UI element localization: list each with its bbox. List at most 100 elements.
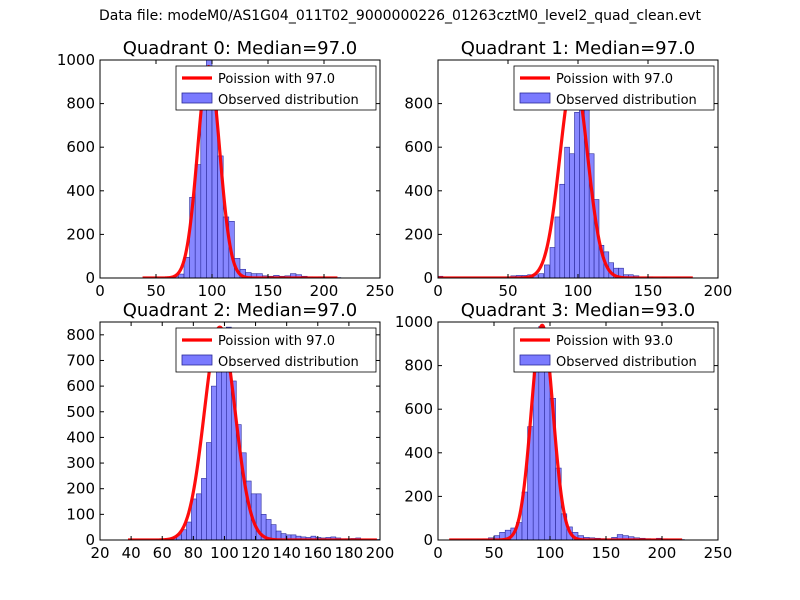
histogram-bar	[574, 112, 580, 278]
poisson-fit-line	[448, 323, 684, 540]
x-tick-label: 200	[310, 282, 339, 300]
histogram-bar	[196, 493, 202, 540]
legend-bar-swatch	[181, 354, 213, 366]
y-tick-label: 0	[423, 531, 433, 549]
x-tick-label: 50	[484, 544, 503, 562]
x-tick-label: 100	[198, 282, 227, 300]
y-tick-label: 500	[66, 403, 95, 421]
poisson-fit-line	[141, 64, 339, 278]
histogram-bar	[549, 247, 556, 278]
y-tick-label: 1000	[395, 313, 433, 331]
histogram-bar	[583, 85, 590, 278]
y-tick-label: 200	[404, 225, 433, 243]
legend: Poission with 97.0 Observed distribution	[175, 65, 377, 111]
legend-label-fit: Poission with 97.0	[218, 334, 335, 349]
y-tick-label: 600	[404, 138, 433, 156]
histogram-bar	[559, 183, 565, 278]
y-tick-label: 400	[404, 444, 433, 462]
y-tick-label: 200	[404, 487, 433, 505]
y-tick-label: 800	[404, 357, 433, 375]
x-tick-label: 120	[241, 544, 270, 562]
x-tick-label: 40	[122, 544, 141, 562]
subplot-title: Quadrant 0: Median=97.0	[123, 38, 358, 59]
histogram-bar	[618, 267, 624, 278]
y-tick-label: 300	[66, 454, 95, 472]
x-tick-label: 200	[648, 544, 677, 562]
plot-area	[141, 60, 342, 278]
subplot-title: Quadrant 1: Median=97.0	[461, 38, 696, 59]
histogram-bar	[564, 146, 570, 278]
x-tick-label: 80	[184, 544, 203, 562]
legend: Poission with 97.0 Observed distribution	[175, 327, 377, 373]
y-tick-label: 200	[66, 480, 95, 498]
subplot-title: Quadrant 3: Median=93.0	[461, 300, 696, 321]
legend-bar-swatch	[519, 354, 551, 366]
x-tick-label: 250	[704, 544, 733, 562]
x-tick-label: 20	[90, 544, 109, 562]
y-tick-label: 0	[85, 269, 95, 287]
x-tick-label: 150	[634, 282, 663, 300]
axes-frame	[99, 321, 381, 541]
y-tick-label: 800	[404, 95, 433, 113]
subplot-2: 20 40 60 80 100 120 140 160 180 20001002003004005…	[66, 300, 394, 562]
x-tick-label: 200	[704, 282, 733, 300]
histogram-bar	[206, 442, 212, 540]
plot-area	[448, 323, 685, 540]
legend-label-fit: Poission with 97.0	[556, 72, 673, 87]
histogram-bar	[178, 273, 185, 278]
histogram-bar	[201, 478, 207, 540]
axes-frame	[99, 59, 381, 279]
y-tick-label: 600	[66, 138, 95, 156]
x-tick-label: 0	[95, 282, 105, 300]
subplot-3: 0 50 100 150 200 250 0 200 400 600 800 1000 Quadrant…	[395, 300, 733, 562]
x-tick-label: 0	[433, 544, 443, 562]
x-tick-label: 50	[146, 282, 165, 300]
y-tick-label: 200	[66, 225, 95, 243]
legend-bar-swatch	[519, 92, 551, 104]
y-tick-label: 600	[404, 400, 433, 418]
y-tick-label: 400	[404, 182, 433, 200]
poisson-fit-line	[127, 325, 378, 540]
x-tick-label: 250	[366, 282, 395, 300]
y-tick-label: 100	[66, 505, 95, 523]
legend-label-fit: Poission with 93.0	[556, 334, 673, 349]
x-tick-label: 100	[564, 282, 593, 300]
y-tick-label: 700	[66, 351, 95, 369]
y-tick-label: 600	[66, 377, 95, 395]
x-tick-label: 50	[498, 282, 517, 300]
y-tick-label: 400	[66, 428, 95, 446]
legend-bar-swatch	[181, 92, 213, 104]
histogram-bar	[211, 385, 217, 540]
histogram-bar	[216, 349, 222, 540]
subplot-0: 0 50 100 150 200 250 0 200 400 600 800 1000 Quadrant…	[57, 38, 395, 300]
histogram-bar	[538, 273, 544, 278]
histogram-bar	[569, 153, 575, 278]
legend-label-observed: Observed distribution	[556, 93, 697, 108]
y-tick-label: 400	[66, 182, 95, 200]
figure-title: Data file: modeM0/AS1G04_011T02_90000002…	[99, 8, 701, 24]
legend: Poission with 97.0 Observed distribution	[513, 65, 715, 111]
x-tick-label: 100	[210, 544, 239, 562]
x-tick-label: 160	[303, 544, 332, 562]
y-tick-label: 0	[423, 269, 433, 287]
legend-label-observed: Observed distribution	[218, 355, 359, 370]
x-tick-label: 180	[335, 544, 364, 562]
x-tick-label: 150	[592, 544, 621, 562]
legend-label-fit: Poission with 97.0	[218, 72, 335, 87]
subplot-title: Quadrant 2: Median=97.0	[123, 300, 358, 321]
y-tick-label: 800	[66, 95, 95, 113]
x-tick-label: 0	[433, 282, 443, 300]
x-tick-label: 200	[366, 544, 395, 562]
histogram-bar	[186, 521, 192, 540]
histogram-bar	[200, 107, 207, 278]
x-tick-label: 60	[153, 544, 172, 562]
y-tick-label: 0	[85, 531, 95, 549]
axes-frame	[437, 321, 719, 541]
legend-label-observed: Observed distribution	[218, 93, 359, 108]
y-tick-label: 1000	[57, 51, 95, 69]
x-tick-label: 150	[254, 282, 283, 300]
histogram-bar	[554, 216, 561, 278]
legend-label-observed: Observed distribution	[556, 355, 697, 370]
histogram-bar	[270, 524, 277, 540]
